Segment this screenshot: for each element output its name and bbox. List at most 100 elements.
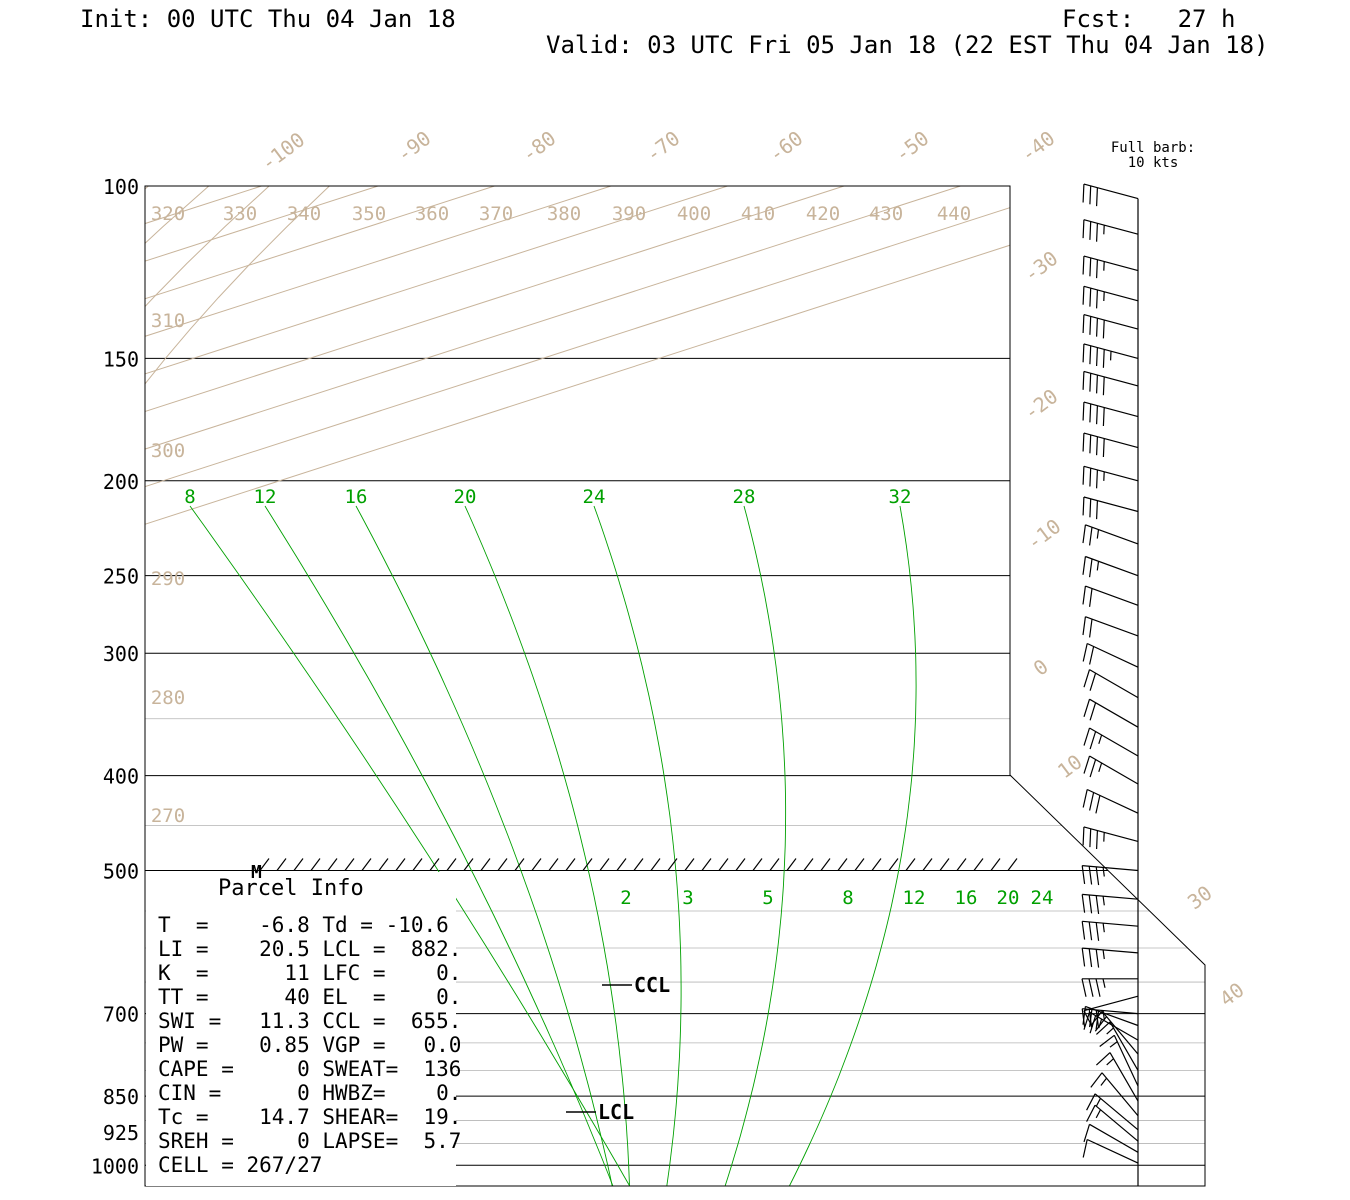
isotherm-label: -100 [256, 127, 309, 175]
barb-legend-line2: 10 kts [1128, 155, 1179, 171]
wind-barb-shape [1082, 255, 1139, 279]
isotherm-label: 30 [1183, 881, 1217, 915]
wind-barb-shape [1081, 947, 1139, 968]
level-hash-mark [259, 858, 270, 871]
level-hash-mark [752, 858, 763, 871]
wind-barb [1082, 1005, 1139, 1030]
wind-barb [1082, 555, 1139, 578]
moist-adiabat [724, 505, 787, 1186]
level-hash-mark [956, 858, 967, 871]
theta-label: 380 [547, 203, 581, 225]
ccl-marker: CCL [602, 973, 670, 997]
wind-barb [1083, 698, 1139, 728]
wind-barb-shape [1081, 920, 1139, 941]
wind-barb-shape [1083, 698, 1139, 728]
moist-adiabat [189, 505, 631, 1186]
wind-barb [1090, 1010, 1139, 1055]
isotherm [145, 186, 728, 1186]
mixing-ratio-label: 16 [345, 486, 368, 508]
wind-barb [1082, 219, 1139, 242]
isotherm [145, 186, 961, 1186]
parcel-info-row: CIN = 0 HWBZ= 0. [158, 1081, 461, 1105]
level-hash-mark [582, 858, 593, 871]
level-hash-mark [871, 858, 882, 871]
mixing-ratio-label: 24 [1031, 887, 1054, 909]
parcel-info-title: Parcel Info [218, 876, 364, 901]
wind-barb [1086, 1104, 1139, 1142]
theta-label: 290 [151, 568, 185, 590]
wind-barb [1095, 1052, 1139, 1102]
theta-label: 420 [806, 203, 840, 225]
m-marker-label: M [251, 862, 262, 883]
wind-barb-shape [1082, 1005, 1139, 1030]
forecast-hour-label: Fcst: 27 h [1062, 5, 1236, 33]
wind-barb [1083, 669, 1139, 699]
wind-barb [1083, 755, 1139, 785]
level-hash-mark [837, 858, 848, 871]
barb-legend: Full barb: 10 kts [1111, 140, 1195, 171]
level-hash-mark [735, 858, 746, 871]
wind-barb-shape [1082, 343, 1139, 368]
mixing-ratio-label: 8 [184, 486, 195, 508]
level-hash-mark [616, 858, 627, 871]
level-hash-mark [531, 858, 542, 871]
wind-barb-shape [1082, 219, 1139, 242]
wind-barb [1082, 642, 1139, 668]
level-hash-mark [378, 858, 389, 871]
mixing-ratio-label: 20 [997, 887, 1020, 909]
moist-adiabat [264, 505, 614, 1186]
level-hash-mark [361, 858, 372, 871]
theta-label: 370 [479, 203, 513, 225]
isotherm [145, 186, 1194, 1186]
theta-label: 280 [151, 687, 185, 709]
level-hash-mark [633, 858, 644, 871]
wind-barb [1083, 727, 1139, 757]
theta-label: 360 [415, 203, 449, 225]
wind-barb [1082, 370, 1139, 396]
wind-barb [1082, 183, 1139, 207]
level-hash-mark [905, 858, 916, 871]
pressure-tick-label: 300 [103, 642, 139, 666]
level-hash-mark [803, 858, 814, 871]
wind-barb [1082, 255, 1139, 279]
wind-barb [1081, 893, 1139, 914]
level-hash-mark [446, 858, 457, 871]
barb-legend-line1: Full barb: [1111, 140, 1195, 156]
parcel-info-rows: T = -6.8 Td = -10.6LI = 20.5 LCL = 882.K… [158, 913, 461, 1177]
mixing-ratio-label: 28 [733, 486, 756, 508]
wind-barb-shape [1082, 465, 1139, 489]
wind-barb [1082, 314, 1139, 339]
wind-barb [1082, 826, 1139, 850]
parcel-info-row: CELL = 267/27 [158, 1153, 322, 1177]
wind-barb-shape [1082, 642, 1139, 668]
wind-barb-shape [1081, 893, 1139, 914]
theta-label: 410 [741, 203, 775, 225]
isotherm-label: 0 [1029, 654, 1053, 680]
wind-barb-shape [1082, 585, 1139, 607]
wind-barb [1081, 865, 1139, 886]
wind-barb [1082, 401, 1139, 427]
pressure-axis: 100 150 200 250 300 400 500 700 850 925 1000 [91, 175, 1018, 1178]
level-hash-mark [786, 858, 797, 871]
theta-label: 430 [869, 203, 903, 225]
mixing-ratio-label: 16 [955, 887, 978, 909]
level-hash-mark [1007, 858, 1018, 871]
theta-label: 400 [677, 203, 711, 225]
isotherm-label: -30 [1019, 246, 1062, 287]
plot-border [144, 185, 1206, 1187]
init-time-label: Init: 00 UTC Thu 04 Jan 18 [80, 5, 456, 33]
level-hash-mark [293, 858, 304, 871]
pressure-tick-label: 925 [103, 1121, 139, 1145]
level-hash-mark [650, 858, 661, 871]
level-hash-mark [344, 858, 355, 871]
wind-barb [1082, 465, 1139, 489]
parcel-info-row: CAPE = 0 SWEAT= 136 [158, 1057, 461, 1081]
pressure-tick-label: 700 [103, 1003, 139, 1027]
level-hash-mark [939, 858, 950, 871]
wind-barb-shape [1081, 865, 1139, 886]
pressure-tick-label: 100 [103, 175, 139, 199]
mixing-ratio-label: 2 [620, 887, 631, 909]
wind-barb-shape [1095, 1052, 1139, 1102]
level-hash-mark [922, 858, 933, 871]
